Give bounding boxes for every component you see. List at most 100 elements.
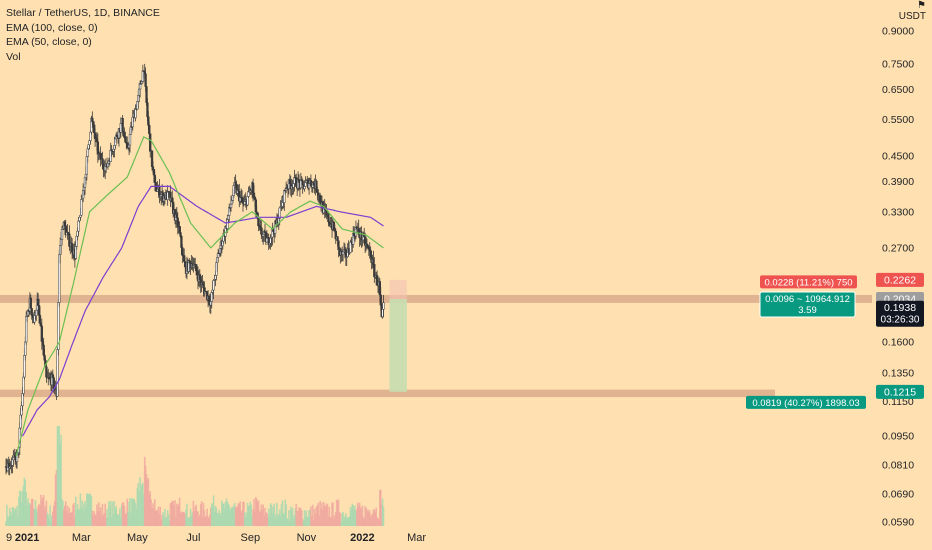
volume-bar (163, 518, 165, 526)
volume-bar (345, 513, 347, 526)
volume-bar (117, 514, 119, 526)
volume-bar (287, 519, 289, 526)
volume-bar (102, 515, 105, 526)
volume-bar (109, 501, 112, 526)
volume-bar (44, 505, 47, 526)
price-axis-unit[interactable]: ⚑ USDT (898, 0, 926, 22)
volume-bar (165, 516, 167, 526)
candle-body (30, 308, 33, 316)
volume-bar (90, 496, 93, 526)
candle-body (212, 280, 215, 291)
volume-bar (221, 503, 224, 526)
price-tick-label: 0.9000 (882, 26, 914, 38)
volume-bar (16, 505, 18, 526)
volume-bar (185, 509, 187, 526)
volume-bar (142, 482, 144, 526)
candle-body (148, 125, 151, 135)
volume-bar (203, 510, 206, 526)
symbol-title[interactable]: Stellar / TetherUS, 1D, BINANCE (6, 7, 160, 19)
volume-bar (210, 507, 212, 526)
volume-bar (65, 511, 68, 526)
volume-bar (156, 511, 159, 526)
volume-bar (192, 500, 195, 526)
indicator-ema100[interactable]: EMA (100, close, 0) (6, 21, 98, 34)
volume-bar (336, 501, 339, 526)
volume-bar (130, 513, 132, 526)
volume-bar (239, 501, 242, 526)
volume-bar (53, 501, 56, 526)
volume-bar (151, 507, 153, 526)
volume-bar (252, 509, 254, 526)
volume-bar (255, 498, 258, 526)
volume-bar (180, 511, 183, 526)
stop-label-bg (760, 275, 857, 289)
volume-bar (311, 504, 314, 526)
volume-bar (66, 505, 69, 526)
ema100-line (21, 185, 384, 437)
entry-label-text: 3.59 (798, 305, 817, 316)
volume-bar (382, 506, 385, 526)
target-label: 0.0819 (40.27%) 1898.03 (746, 395, 866, 409)
volume-bar (278, 509, 281, 526)
indicator-ema50[interactable]: EMA (50, close, 0) (6, 36, 92, 48)
indicator-vol[interactable]: Vol (6, 50, 21, 63)
volume-bar (355, 511, 357, 526)
volume-bar (120, 504, 123, 526)
volume-bar (249, 501, 252, 526)
volume-bar (296, 511, 298, 526)
volume-bar (165, 517, 168, 526)
volume-bar (372, 509, 375, 526)
volume-bar (107, 517, 109, 526)
volume-bar (310, 506, 312, 526)
volume-bar (323, 505, 326, 526)
volume-bar (110, 517, 113, 526)
volume-bar (250, 504, 253, 526)
volume-bar (341, 513, 343, 526)
volume-bar (143, 456, 146, 526)
volume-bar (298, 507, 300, 526)
time-tick-label: Mar (72, 532, 91, 544)
volume-bar (257, 500, 260, 526)
volume-bar (27, 498, 29, 526)
volume-bar (167, 514, 170, 526)
volume-bar (204, 517, 207, 526)
stop-label-text: 0.0228 (11.21%) 750 (764, 277, 852, 288)
volume-bar (242, 501, 244, 526)
volume-bar (6, 504, 8, 526)
volume-bar (197, 511, 199, 526)
volume-bar (79, 493, 82, 526)
support-zone (0, 294, 872, 303)
volume-bar (294, 508, 297, 526)
volume-bar (313, 508, 316, 526)
volume-bar (7, 515, 9, 526)
volume-bar (289, 506, 292, 526)
volume-bar (83, 503, 85, 526)
volume-bar (162, 512, 164, 526)
volume-bar (226, 501, 229, 526)
volume-bar (105, 517, 107, 526)
volume-bar (319, 500, 321, 526)
volume-bar (255, 496, 257, 526)
price-tick-label: 0.7500 (882, 58, 914, 70)
volume-bar (55, 469, 58, 526)
volume-bar (39, 506, 41, 526)
volume-bar (230, 508, 232, 526)
volume-bar (14, 508, 16, 526)
volume-bar (272, 507, 275, 526)
volume-bar (354, 505, 356, 526)
volume-bar (134, 502, 137, 526)
volume-bar (80, 507, 83, 526)
volume-bar (37, 506, 39, 526)
candle-body (38, 315, 42, 324)
volume-bar (285, 504, 287, 526)
volume-bar (92, 515, 95, 526)
volume-bar (115, 506, 118, 526)
time-tick-label: 2021 (15, 532, 39, 544)
candle-body (149, 133, 152, 152)
price-tick-label: 0.0690 (882, 488, 914, 500)
volume-bar (359, 507, 362, 526)
volume-bar (160, 519, 163, 526)
volume-bar (147, 478, 150, 526)
volume-bar (29, 504, 32, 526)
